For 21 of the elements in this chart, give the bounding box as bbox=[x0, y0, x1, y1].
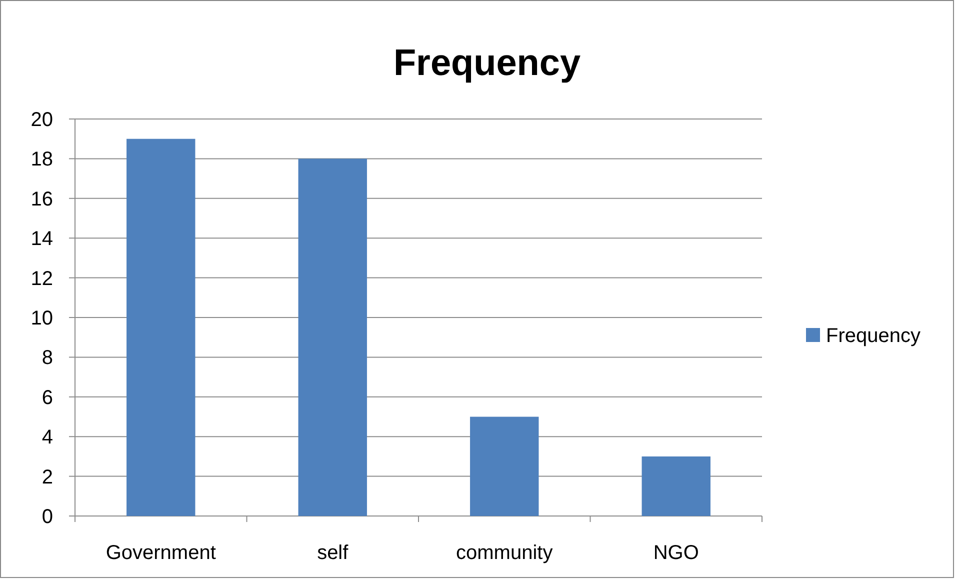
bar bbox=[298, 158, 367, 516]
y-tick-label: 12 bbox=[30, 268, 53, 290]
x-tick-label: Government bbox=[106, 542, 216, 564]
y-tick-label: 14 bbox=[30, 228, 53, 250]
y-tick-label: 6 bbox=[42, 386, 53, 409]
bar bbox=[470, 416, 539, 516]
x-tick-label: community bbox=[456, 542, 553, 564]
y-tick-label: 18 bbox=[30, 148, 53, 171]
x-tick-label: NGO bbox=[653, 542, 699, 564]
y-tick-label: 2 bbox=[42, 466, 53, 488]
y-tick-label: 16 bbox=[30, 188, 53, 210]
y-tick-label: 4 bbox=[42, 426, 53, 449]
y-tick-label: 8 bbox=[42, 347, 53, 370]
bar bbox=[126, 138, 196, 516]
y-tick-label: 10 bbox=[30, 308, 53, 330]
y-tick-label: 20 bbox=[30, 109, 53, 131]
legend-label: Frequency bbox=[826, 325, 920, 347]
chart-title: Frequency bbox=[393, 42, 581, 83]
y-tick-label: 0 bbox=[42, 506, 53, 528]
bar bbox=[642, 456, 710, 516]
x-tick-label: self bbox=[317, 542, 349, 564]
